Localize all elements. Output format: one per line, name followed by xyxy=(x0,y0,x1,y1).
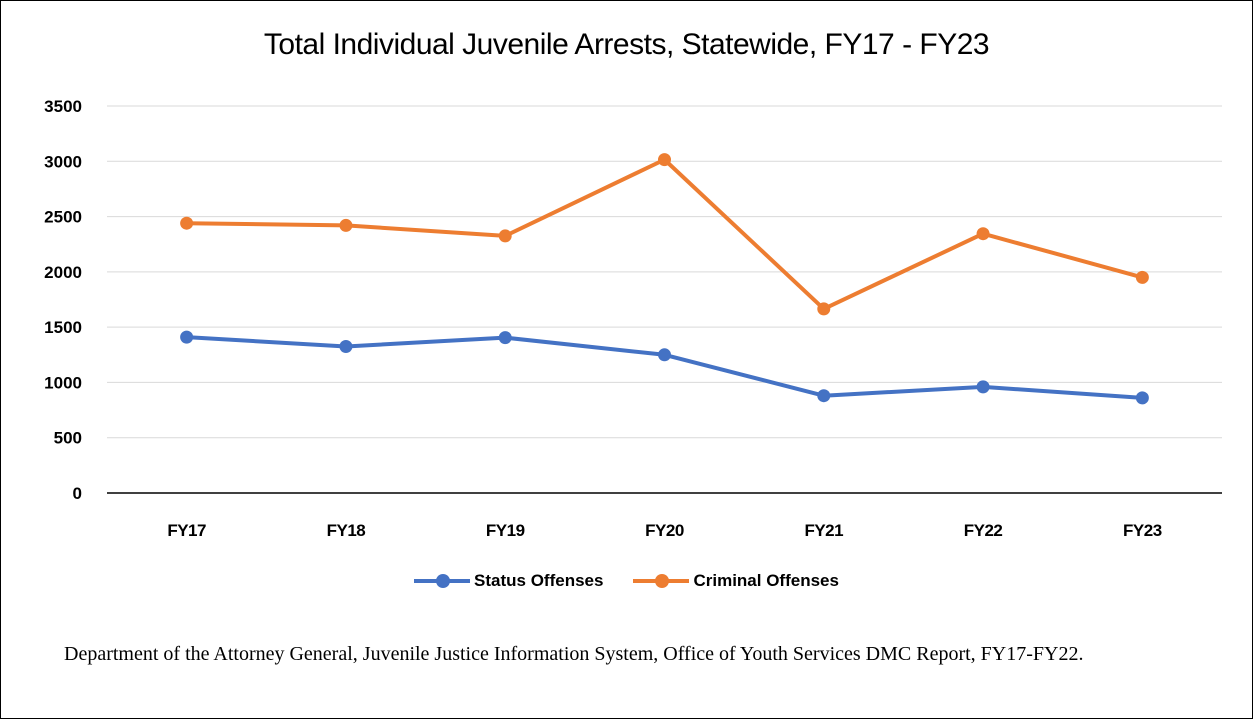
chart-title: Total Individual Juvenile Arrests, State… xyxy=(263,28,990,61)
source-note: Department of the Attorney General, Juve… xyxy=(64,643,1084,665)
y-axis-ticks: 0 500 1000 1500 2000 2500 3000 3500 xyxy=(44,97,82,503)
data-point xyxy=(976,380,990,394)
y-tick-label: 0 xyxy=(73,484,82,503)
y-tick-label: 3500 xyxy=(44,97,82,116)
x-tick-label: FY19 xyxy=(486,521,525,540)
series-0 xyxy=(180,330,1149,405)
data-point xyxy=(498,331,512,345)
series xyxy=(180,153,1149,405)
y-tick-label: 1500 xyxy=(44,318,82,337)
x-tick-label: FY21 xyxy=(804,521,843,540)
legend: Status Offenses Criminal Offenses xyxy=(0,571,1253,591)
x-tick-label: FY17 xyxy=(167,521,206,540)
data-point xyxy=(1135,391,1149,405)
y-tick-label: 2500 xyxy=(44,208,82,227)
data-point xyxy=(180,216,194,230)
y-tick-label: 3000 xyxy=(44,152,82,171)
x-tick-label: FY18 xyxy=(327,521,366,540)
data-point xyxy=(658,153,671,167)
data-point xyxy=(817,389,831,403)
legend-swatch-criminal xyxy=(633,574,690,588)
data-point xyxy=(339,339,353,353)
x-tick-label: FY23 xyxy=(1123,521,1162,540)
data-point xyxy=(1135,270,1149,284)
legend-item-status: Status Offenses xyxy=(414,571,603,591)
legend-label-status: Status Offenses xyxy=(474,571,604,590)
series-1 xyxy=(180,153,1149,316)
data-point xyxy=(339,218,353,232)
y-tick-label: 500 xyxy=(54,429,82,448)
y-tick-label: 2000 xyxy=(44,263,82,282)
data-point xyxy=(658,348,671,362)
x-tick-label: FY20 xyxy=(645,521,684,540)
data-point xyxy=(180,330,194,344)
y-tick-label: 1000 xyxy=(44,373,82,392)
data-point xyxy=(976,227,990,241)
legend-item-criminal: Criminal Offenses xyxy=(633,571,839,591)
data-point xyxy=(817,302,831,316)
series-line xyxy=(184,157,1145,311)
x-tick-label: FY22 xyxy=(964,521,1003,540)
legend-label-criminal: Criminal Offenses xyxy=(693,571,839,590)
data-point xyxy=(498,229,512,243)
legend-swatch-status xyxy=(414,574,471,588)
x-axis-ticks: FY17 FY18 FY19 FY20 FY21 FY22 FY23 xyxy=(167,521,1162,540)
series-line xyxy=(184,335,1145,400)
